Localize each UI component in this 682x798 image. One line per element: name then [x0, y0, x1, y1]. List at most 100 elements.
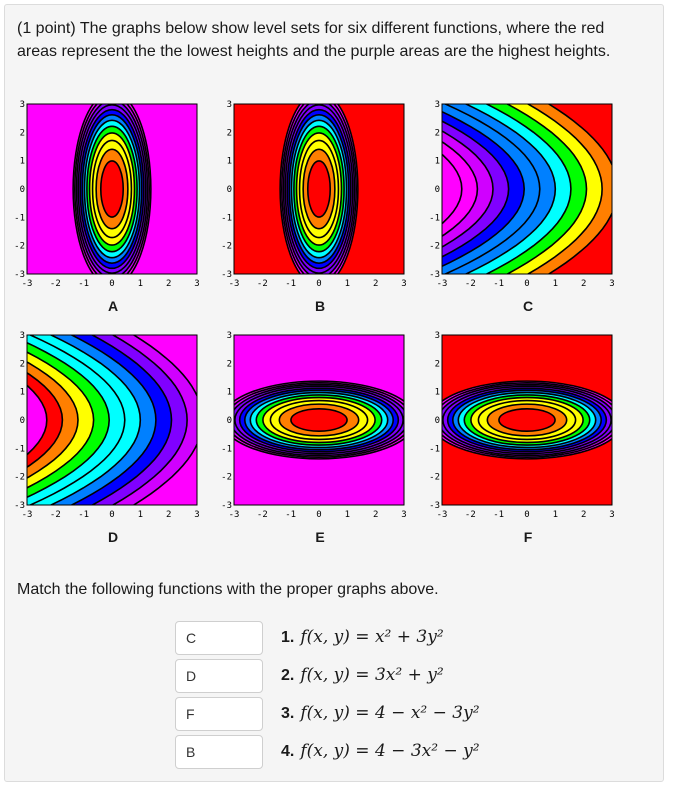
- contour-plot: -3-3 -2 -2 -1 -1 0 0 1 1 2 2 3 3: [221, 100, 407, 289]
- y-tick-label: 1: [20, 388, 25, 398]
- y-tick-label: -3: [429, 501, 440, 511]
- x-tick-label: -2: [257, 510, 268, 520]
- x-tick-label: 1: [138, 510, 143, 520]
- formula-4: 4. f(x, y) = 4 − 3x² − y²: [281, 741, 480, 761]
- x-tick-label: 1: [138, 279, 143, 289]
- formula-number: 4.: [281, 743, 295, 760]
- formula-number: 1.: [281, 629, 295, 646]
- y-tick-label: -2: [221, 473, 232, 483]
- x-tick-label: -1: [493, 510, 504, 520]
- x-tick-label: 2: [373, 510, 378, 520]
- y-tick-label: 0: [20, 416, 25, 426]
- problem-card: (1 point) The graphs below show level se…: [4, 4, 664, 782]
- y-tick-label: -3: [221, 501, 232, 511]
- graph-label: D: [107, 529, 119, 545]
- x-tick-label: 3: [609, 510, 614, 520]
- formula-text: f(x, y) = x² + 3y²: [300, 627, 444, 647]
- y-tick-label: 1: [227, 388, 232, 398]
- x-tick-label: -2: [257, 279, 268, 289]
- x-tick-label: -3: [437, 510, 448, 520]
- formula-number: 3.: [281, 705, 295, 722]
- y-tick-label: -3: [221, 270, 232, 280]
- x-tick-label: 1: [553, 279, 558, 289]
- answer-input-4[interactable]: [175, 735, 263, 769]
- formula-text: f(x, y) = 4 − 3x² − y²: [300, 741, 480, 761]
- answer-input-3[interactable]: [175, 697, 263, 731]
- y-tick-label: -2: [14, 242, 25, 252]
- x-tick-label: -2: [50, 279, 61, 289]
- x-tick-label: 1: [345, 510, 350, 520]
- x-tick-label: -3: [22, 279, 33, 289]
- x-tick-label: -3: [229, 510, 240, 520]
- graph-e: -3 -3 -2 -2 -1 -1 0 0 1 1 2 2 3 3 E: [220, 331, 420, 546]
- y-tick-label: 0: [20, 185, 25, 195]
- y-tick-label: 1: [227, 157, 232, 167]
- graph-label: E: [315, 529, 325, 545]
- formula-3: 3. f(x, y) = 4 − x² − 3y²: [281, 703, 480, 723]
- x-tick-label: -1: [493, 279, 504, 289]
- formula-number: 2.: [281, 667, 295, 684]
- y-tick-label: 2: [20, 128, 25, 138]
- x-tick-label: -1: [78, 279, 89, 289]
- formula-2: 2. f(x, y) = 3x² + y²: [281, 665, 444, 685]
- x-tick-label: -2: [465, 279, 476, 289]
- x-tick-label: -3: [437, 279, 448, 289]
- x-tick-label: -1: [285, 279, 296, 289]
- x-tick-label: -2: [465, 510, 476, 520]
- y-tick-label: 1: [435, 388, 440, 398]
- graph-f: -3 -3 -2 -2 -1 -1 0 0 1 1 2 2 3 3 F: [428, 331, 628, 546]
- x-tick-label: 0: [524, 279, 529, 289]
- graph-c: -3 -3 -2 -2 -1 -1 0 0 1 1 2 2 3 3 C: [428, 100, 628, 315]
- x-tick-label: -1: [285, 510, 296, 520]
- x-tick-label: 2: [581, 279, 586, 289]
- y-tick-label: 3: [20, 100, 25, 110]
- graph-label: F: [523, 529, 533, 545]
- y-tick-label: 2: [227, 359, 232, 369]
- graph-label: A: [107, 298, 119, 314]
- y-tick-label: 3: [435, 331, 440, 341]
- contour-plot: -3-3 -2 -2 -1 -1 0 0 1 1 2 2 3 3: [429, 100, 615, 289]
- y-tick-label: 0: [435, 416, 440, 426]
- x-tick-label: 0: [109, 510, 114, 520]
- formula-1: 1. f(x, y) = x² + 3y²: [281, 627, 444, 647]
- y-tick-label: -2: [221, 242, 232, 252]
- y-tick-label: -1: [221, 444, 232, 454]
- x-tick-label: 3: [609, 279, 614, 289]
- formula-text: f(x, y) = 4 − x² − 3y²: [300, 703, 480, 723]
- y-tick-label: -2: [429, 242, 440, 252]
- answer-input-1[interactable]: [175, 621, 263, 655]
- x-tick-label: 2: [373, 279, 378, 289]
- x-tick-label: 3: [194, 510, 199, 520]
- x-tick-label: 2: [166, 279, 171, 289]
- y-tick-label: 1: [20, 157, 25, 167]
- graph-b: -3 -3 -2 -2 -1 -1 0 0 1 1 2 2 3 3 B: [220, 100, 420, 315]
- graph-a: -3 -3 -2 -2 -1 -1 0 0 1 1 2 2 3 3 A: [13, 100, 213, 315]
- y-tick-label: 0: [435, 185, 440, 195]
- y-tick-label: 0: [227, 416, 232, 426]
- y-tick-label: 0: [227, 185, 232, 195]
- formula-text: f(x, y) = 3x² + y²: [300, 665, 444, 685]
- contour-plot: -3-3 -2 -2 -1 -1 0 0 1 1 2 2 3 3: [14, 331, 200, 520]
- y-tick-label: -1: [14, 213, 25, 223]
- x-tick-label: 1: [553, 510, 558, 520]
- y-tick-label: -1: [14, 444, 25, 454]
- y-tick-label: 1: [435, 157, 440, 167]
- y-tick-label: -3: [14, 501, 25, 511]
- x-tick-label: 2: [166, 510, 171, 520]
- y-tick-label: -1: [429, 213, 440, 223]
- y-tick-label: 2: [20, 359, 25, 369]
- graph-label: C: [522, 298, 534, 314]
- x-tick-label: -2: [50, 510, 61, 520]
- x-tick-label: 0: [524, 510, 529, 520]
- y-tick-label: 3: [435, 100, 440, 110]
- y-tick-label: 2: [227, 128, 232, 138]
- x-tick-label: -3: [22, 510, 33, 520]
- y-tick-label: -3: [429, 270, 440, 280]
- answer-input-2[interactable]: [175, 659, 263, 693]
- y-tick-label: 3: [227, 100, 232, 110]
- y-tick-label: -2: [14, 473, 25, 483]
- y-tick-label: -2: [429, 473, 440, 483]
- x-tick-label: 1: [345, 279, 350, 289]
- x-tick-label: 3: [401, 510, 406, 520]
- y-tick-label: -3: [14, 270, 25, 280]
